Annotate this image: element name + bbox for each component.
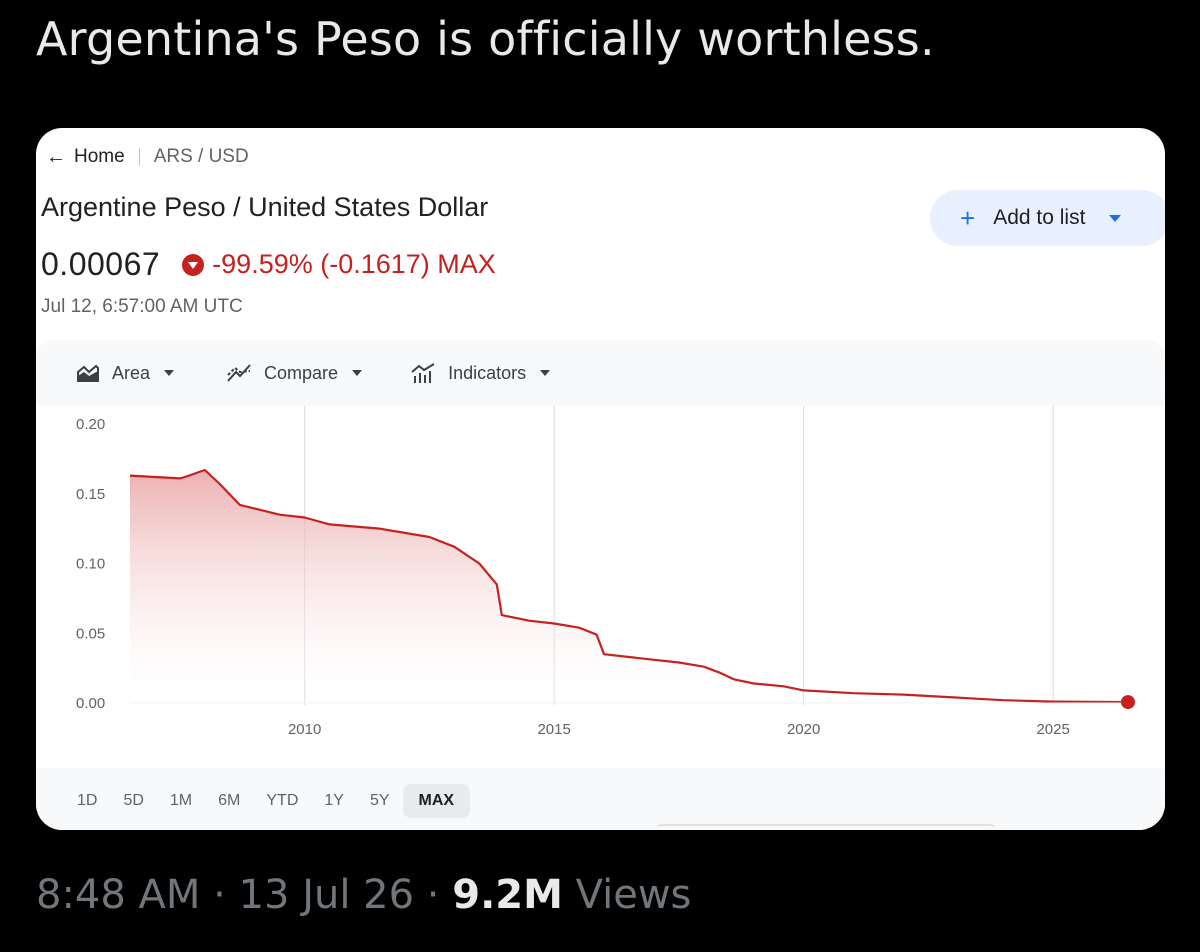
price-area-fill: [130, 470, 1128, 703]
range-max[interactable]: MAX: [402, 784, 471, 818]
last-price-marker: [1121, 695, 1135, 710]
price-row: 0.00067 -99.59% (-0.1617) MAX: [41, 246, 496, 283]
indicators-dropdown[interactable]: Indicators: [410, 362, 551, 384]
meta-separator: ·: [213, 872, 226, 918]
y-tick-label: 0.15: [76, 486, 105, 503]
chevron-down-icon[interactable]: [1109, 214, 1122, 222]
views-label: Views: [575, 872, 692, 918]
breadcrumb: ← Home ARS / USD: [46, 144, 249, 170]
tweet-date: 13 Jul 26: [238, 872, 415, 918]
y-tick-label: 0.20: [76, 416, 105, 433]
compare-icon: [227, 364, 251, 382]
current-price: 0.00067: [41, 246, 161, 282]
range-5y[interactable]: 5Y: [369, 792, 390, 809]
y-tick-label: 0.10: [76, 556, 105, 573]
price-line: [129, 468, 1129, 704]
card-divider: [656, 824, 996, 830]
chart-toolbar: Area Compare Indicators: [36, 340, 1165, 406]
area-dropdown[interactable]: Area: [76, 362, 175, 384]
breadcrumb-home-link[interactable]: Home: [74, 146, 125, 167]
tweet-text: Argentina's Peso is officially worthless…: [36, 12, 935, 66]
area-label: Area: [112, 362, 151, 383]
y-tick-label: 0.00: [76, 695, 105, 712]
range-1y[interactable]: 1Y: [324, 792, 344, 809]
indicators-label: Indicators: [448, 362, 527, 383]
price-chart[interactable]: 2010 2015 2020 2025 0.00 0.05 0.10 0.15 0.20: [36, 406, 1165, 768]
range-selector: 1D 5D 1M 6M YTD 1Y 5Y MAX: [64, 778, 471, 824]
chart-plot-area[interactable]: 2010 2015 2020 2025 0.00 0.05 0.10 0.15 0.20: [36, 406, 1165, 768]
indicators-icon: [411, 363, 435, 383]
x-tick-label: 2020: [787, 721, 820, 738]
range-6m[interactable]: 6M: [218, 792, 241, 809]
plus-icon: +: [960, 202, 976, 233]
range-5d[interactable]: 5D: [123, 792, 144, 809]
down-arrow-circle-icon: [182, 253, 205, 276]
arrow-left-icon[interactable]: ←: [46, 145, 66, 168]
range-1m[interactable]: 1M: [169, 792, 193, 809]
add-to-list-label: Add to list: [993, 206, 1086, 229]
quote-timestamp: Jul 12, 6:57:00 AM UTC: [41, 296, 243, 317]
chevron-down-icon: [540, 370, 551, 376]
compare-dropdown[interactable]: Compare: [226, 362, 363, 384]
range-ytd[interactable]: YTD: [266, 792, 299, 809]
price-change: -99.59% (-0.1617) MAX: [212, 249, 496, 279]
tweet-meta: 8:48 AM · 13 Jul 26 · 9.2M Views: [36, 872, 691, 918]
breadcrumb-current: ARS / USD: [153, 146, 249, 167]
chevron-down-icon: [352, 370, 363, 376]
x-tick-label: 2010: [288, 721, 321, 738]
finance-card[interactable]: ← Home ARS / USD Argentine Peso / United…: [36, 128, 1165, 830]
breadcrumb-separator: [138, 148, 140, 166]
tweet-time: 8:48 AM: [36, 872, 201, 918]
asset-title: Argentine Peso / United States Dollar: [41, 192, 489, 222]
chevron-down-icon: [164, 370, 175, 376]
compare-label: Compare: [264, 362, 339, 383]
y-tick-label: 0.05: [76, 625, 105, 642]
x-tick-label: 2015: [537, 721, 570, 738]
range-1d[interactable]: 1D: [77, 792, 98, 809]
views-count: 9.2M: [452, 872, 563, 918]
x-tick-label: 2025: [1036, 721, 1069, 738]
area-chart-icon: [77, 364, 99, 382]
meta-separator: ·: [426, 872, 440, 918]
add-to-list-button[interactable]: + Add to list: [930, 190, 1165, 246]
chart-panel: Area Compare Indicators: [36, 340, 1165, 830]
